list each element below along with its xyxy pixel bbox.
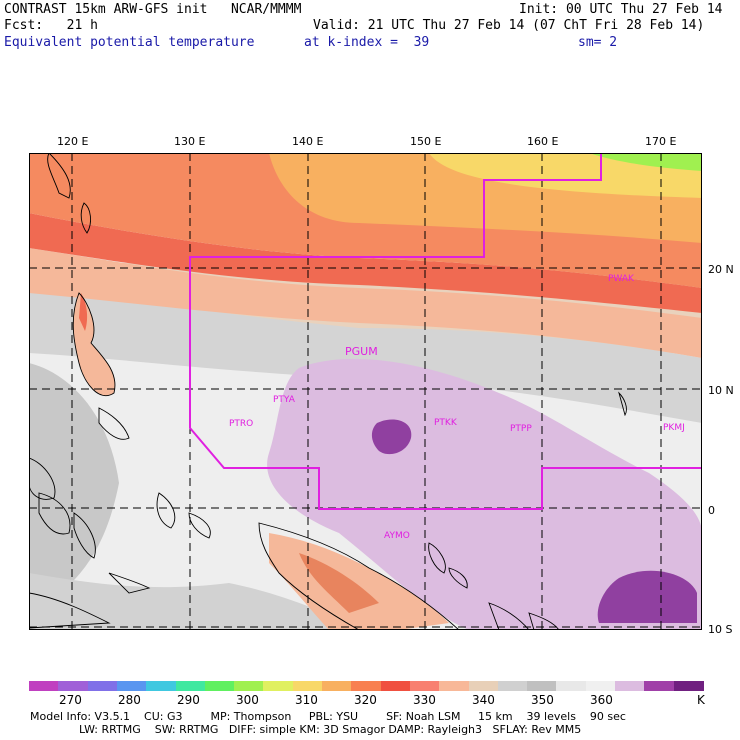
colorbar-tick-label: 330	[413, 693, 436, 707]
colorbar-swatch	[87, 681, 119, 691]
lon-label: 140 E	[292, 135, 324, 148]
colorbar-tick-label: 290	[177, 693, 200, 707]
colorbar-swatch	[439, 681, 470, 691]
lon-label: 130 E	[174, 135, 206, 148]
field-land-newguinea-hot	[299, 553, 379, 613]
colorbar-tick-label: 310	[295, 693, 318, 707]
level-index: at k-index = 39	[304, 35, 430, 50]
init-time: Init: 00 UTC Thu 27 Feb 14	[519, 2, 723, 17]
colorbar-swatch	[527, 681, 558, 691]
colorbar-swatch	[497, 681, 529, 691]
lat-label: 10 S	[708, 623, 733, 636]
colorbar-swatch	[58, 681, 89, 691]
field-band-grey	[29, 283, 702, 423]
forecast-hour: Fcst: 21 h	[4, 18, 98, 33]
colorbar-swatch	[175, 681, 207, 691]
field-band-red	[29, 213, 702, 313]
colorbar-swatch	[351, 681, 382, 691]
colorbar-swatch	[585, 681, 617, 691]
field-name: Equivalent potential temperature	[4, 35, 255, 50]
colorbar-tick-label: 270	[59, 693, 82, 707]
field-grey-south	[29, 573, 359, 630]
colorbar-swatch	[234, 681, 265, 691]
field-land-philippines-hot	[79, 293, 88, 331]
colorbar-swatch	[673, 681, 705, 691]
station-label: PTPP	[510, 424, 532, 434]
station-label: PTYA	[273, 395, 296, 405]
field-purple-dark-se	[597, 570, 697, 623]
field-grey-west	[29, 363, 119, 613]
lon-label: 160 E	[527, 135, 559, 148]
lat-label: 20 N	[708, 263, 734, 276]
colorbar-tick-label: 350	[531, 693, 554, 707]
station-label: PKMJ	[663, 423, 685, 433]
field-land-newguinea	[269, 533, 449, 630]
colorbar-tick-label: 340	[472, 693, 495, 707]
colorbar-swatch	[556, 681, 587, 691]
field-band-peach	[29, 248, 702, 358]
theta-e-map: PWAK PGUM PTYA PTRO PTKK PTPP PKMJ AYMO	[29, 153, 702, 630]
colorbar-swatch	[292, 681, 324, 691]
lon-label: 150 E	[410, 135, 442, 148]
colorbar-swatch	[644, 681, 675, 691]
lon-label: 120 E	[57, 135, 89, 148]
station-label: PGUM	[345, 345, 378, 358]
field-band-green	[589, 153, 702, 171]
smoothing: sm= 2	[578, 35, 618, 50]
station-label: PTKK	[434, 418, 458, 428]
colorbar-swatch	[116, 681, 148, 691]
colorbar-swatch	[263, 681, 294, 691]
station-label: AYMO	[384, 531, 410, 541]
lat-label: 0	[708, 504, 715, 517]
valid-time: Valid: 21 UTC Thu 27 Feb 14 (07 ChT Fri …	[313, 18, 705, 33]
lat-label: 10 N	[708, 384, 734, 397]
domain-boundary	[189, 153, 702, 510]
colorbar-unit: K	[697, 693, 705, 707]
colorbar-swatch	[322, 681, 353, 691]
model-info-line2: LW: RRTMG SW: RRTMG DIFF: simple KM: 3D …	[30, 723, 582, 736]
colorbar-swatch	[380, 681, 412, 691]
map-frame	[29, 153, 702, 630]
colorbar-swatch	[615, 681, 646, 691]
station-label: PTRO	[229, 419, 253, 429]
model-info-line1: Model Info: V3.5.1 CU: G3 MP: Thompson P…	[30, 710, 626, 723]
colorbar-tick-label: 360	[590, 693, 613, 707]
colorbar-swatch	[409, 681, 441, 691]
title-model: CONTRAST 15km ARW-GFS init NCAR/MMMM	[4, 2, 302, 17]
colorbar-swatch	[29, 681, 60, 691]
coastlines	[29, 153, 627, 630]
field-band-yellow	[429, 153, 702, 198]
colorbar-swatch	[468, 681, 500, 691]
colorbar-tick-label: 280	[118, 693, 141, 707]
lon-label: 170 E	[645, 135, 677, 148]
colorbar-tick-label: 300	[236, 693, 259, 707]
station-labels: PWAK PGUM PTYA PTRO PTKK PTPP PKMJ AYMO	[229, 274, 685, 541]
colorbar-swatch	[204, 681, 236, 691]
colorbar-tick-label: 320	[354, 693, 377, 707]
field-purple-dark-center	[371, 419, 412, 455]
colorbar-swatch	[146, 681, 177, 691]
station-label: PWAK	[608, 274, 635, 284]
